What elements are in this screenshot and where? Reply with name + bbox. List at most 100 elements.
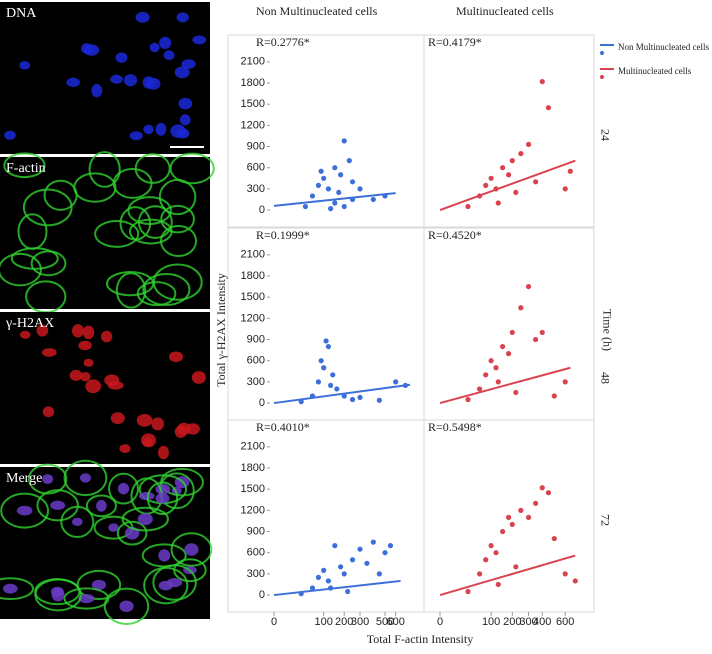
data-point bbox=[370, 196, 376, 203]
nucleus bbox=[149, 42, 160, 53]
data-point bbox=[509, 329, 515, 336]
data-point bbox=[321, 365, 327, 371]
nucleus bbox=[168, 351, 184, 363]
cell-body bbox=[73, 172, 117, 203]
cell-body bbox=[34, 578, 82, 612]
y-tick-label: 1200 bbox=[241, 504, 265, 516]
data-point bbox=[325, 186, 331, 192]
data-point bbox=[318, 168, 324, 174]
nucleus bbox=[42, 406, 55, 418]
facet-row-label: 24 bbox=[598, 129, 612, 141]
nucleus bbox=[135, 11, 150, 23]
nucleus bbox=[155, 122, 167, 136]
y-tick-label: 900 bbox=[247, 333, 265, 345]
y-tick-label: 300 bbox=[247, 376, 265, 388]
nucleus bbox=[124, 74, 138, 87]
nucleus bbox=[69, 369, 83, 381]
data-point bbox=[505, 514, 512, 521]
nucleus bbox=[119, 444, 131, 454]
cell-body bbox=[30, 250, 67, 277]
data-point bbox=[364, 560, 370, 566]
data-point bbox=[315, 182, 322, 188]
data-point bbox=[495, 581, 501, 588]
x-tick-label: 100 bbox=[314, 616, 332, 628]
data-point bbox=[483, 182, 489, 188]
x-tick-label: 300 bbox=[519, 616, 537, 628]
nucleus bbox=[101, 330, 113, 343]
data-point bbox=[325, 578, 331, 584]
data-point bbox=[341, 138, 347, 144]
data-point bbox=[525, 141, 532, 148]
nucleus bbox=[91, 83, 103, 98]
data-point bbox=[493, 365, 499, 371]
data-point bbox=[357, 546, 363, 552]
nucleus bbox=[78, 593, 95, 604]
data-point bbox=[505, 351, 512, 357]
data-point bbox=[341, 203, 347, 210]
cell-body bbox=[142, 273, 191, 306]
nucleus bbox=[115, 52, 128, 63]
data-point bbox=[513, 389, 519, 396]
data-point bbox=[465, 396, 471, 403]
fit-line bbox=[273, 192, 396, 207]
nucleus bbox=[178, 97, 193, 110]
r-label: R=0.1999* bbox=[256, 228, 310, 242]
cell-body bbox=[146, 481, 179, 516]
data-point bbox=[330, 372, 336, 378]
cell-body bbox=[22, 188, 73, 227]
data-point bbox=[509, 158, 515, 164]
cell-body bbox=[94, 220, 140, 248]
y-tick-label: 1500 bbox=[241, 483, 265, 495]
fit-line bbox=[439, 159, 576, 211]
data-point bbox=[376, 397, 382, 403]
image-label: DNA bbox=[6, 6, 37, 21]
nucleus bbox=[129, 131, 143, 141]
nucleus bbox=[176, 12, 189, 23]
data-point bbox=[500, 528, 506, 535]
y-tick-label: 1800 bbox=[241, 270, 265, 282]
image-label: Merge bbox=[6, 471, 42, 486]
y-tick-label: 2100 bbox=[241, 249, 265, 261]
x-tick-label: 300 bbox=[351, 616, 369, 628]
x-tick-label: 600 bbox=[556, 616, 574, 628]
nucleus bbox=[151, 417, 165, 431]
cell-body bbox=[88, 151, 121, 188]
nucleus bbox=[2, 583, 18, 594]
data-point bbox=[302, 203, 309, 210]
data-point bbox=[495, 379, 501, 385]
nucleus bbox=[91, 579, 107, 591]
cell-body bbox=[85, 494, 117, 518]
nucleus bbox=[192, 35, 207, 45]
legend-marker bbox=[600, 51, 604, 55]
data-point bbox=[488, 358, 494, 364]
data-point bbox=[325, 343, 331, 350]
nucleus bbox=[184, 543, 199, 556]
data-point bbox=[525, 514, 532, 521]
nucleus bbox=[51, 588, 65, 602]
nucleus bbox=[146, 77, 161, 90]
nucleus bbox=[119, 600, 134, 613]
nucleus bbox=[170, 124, 186, 138]
r-label: R=0.4179* bbox=[428, 35, 482, 49]
x-tick-label: 0 bbox=[271, 616, 277, 628]
y-tick-label: 1800 bbox=[241, 77, 265, 89]
fit-line bbox=[273, 383, 411, 405]
data-point bbox=[338, 564, 344, 570]
data-point bbox=[332, 543, 338, 549]
micrograph: Merge bbox=[0, 459, 213, 625]
data-point bbox=[525, 283, 532, 290]
data-point bbox=[509, 521, 515, 528]
cell-body bbox=[152, 564, 197, 601]
nucleus bbox=[117, 482, 130, 495]
legend-marker bbox=[600, 75, 604, 79]
data-point bbox=[328, 382, 334, 389]
x-tick-label: 0 bbox=[437, 616, 443, 628]
column-header: Non Multinucleated cells bbox=[256, 4, 378, 18]
y-tick-label: 1500 bbox=[241, 98, 265, 110]
nucleus bbox=[80, 43, 94, 54]
legend-label: Multinucleated cells bbox=[618, 66, 692, 76]
nucleus bbox=[19, 61, 31, 70]
data-point bbox=[318, 358, 324, 364]
nucleus bbox=[137, 513, 153, 526]
cell-body bbox=[27, 463, 68, 495]
